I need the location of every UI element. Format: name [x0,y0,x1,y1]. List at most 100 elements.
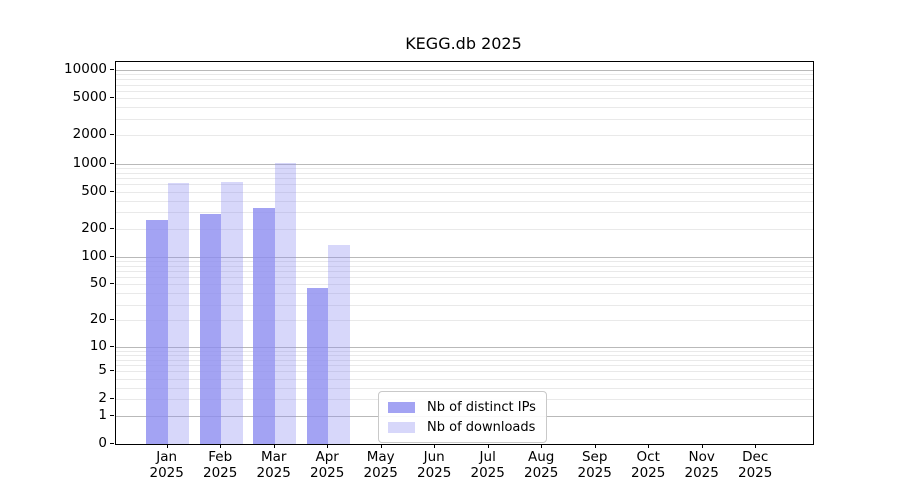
x-tick-label-aug: Aug 2025 [524,449,559,481]
y-tick-mark [110,69,114,70]
x-tick-label-jul: Jul 2025 [470,449,505,481]
y-tick-label: 200 [81,219,107,236]
bar-nb-of-distinct-ips-mar [253,207,275,444]
y-tick-label: 20 [89,311,107,328]
chart-title: KEGG.db 2025 [405,34,522,53]
y-tick-label: 5 [98,362,107,379]
gridline [116,387,813,389]
y-tick-label: 5000 [72,89,107,106]
x-tick-label-dec: Dec 2025 [738,449,773,481]
y-tick-mark [110,283,114,285]
gridline [116,118,813,120]
bar-nb-of-downloads-apr [328,245,350,444]
gridline [116,371,813,373]
x-tick-mark [755,444,757,448]
gridline [116,98,813,100]
gridline [116,350,813,352]
y-tick-mark [110,345,114,347]
gridline [116,212,813,214]
y-tick-label: 0 [98,435,107,451]
plot-area [115,61,814,445]
gridline [116,74,813,76]
gridline [116,293,813,295]
gridline [116,163,813,165]
y-tick-label: 10000 [64,61,107,77]
y-tick-mark [110,255,114,257]
y-tick-mark [110,398,114,400]
y-tick-mark [110,134,114,136]
gridline [116,304,813,306]
x-tick-mark [327,444,329,448]
x-tick-label-feb: Feb 2025 [203,449,238,481]
x-tick-mark [273,444,275,448]
gridline [116,167,813,169]
bar-nb-of-downloads-jan [167,182,190,444]
gridline [116,270,813,272]
distinct-ips-swatch [388,401,415,413]
bar-nb-of-distinct-ips-jan [146,219,168,444]
x-tick-mark [434,444,436,448]
gridline [116,177,813,179]
y-tick-mark [110,319,114,321]
x-tick-label-jun: Jun 2025 [417,449,452,481]
gridline [116,284,813,286]
y-tick-label: 100 [81,247,107,264]
x-tick-label-jan: Jan 2025 [149,449,184,481]
bar-nb-of-distinct-ips-feb [199,214,222,444]
gridline [116,79,813,81]
bar-nb-of-downloads-mar [274,163,297,444]
gridline [116,359,813,361]
y-tick-mark [110,227,114,229]
x-tick-mark [541,444,543,448]
y-tick-mark [110,162,114,164]
x-tick-label-oct: Oct 2025 [631,449,666,481]
x-tick-mark [380,444,382,448]
x-tick-label-apr: Apr 2025 [310,449,345,481]
gridline [116,228,813,230]
gridline [116,277,813,279]
x-tick-mark [487,444,489,448]
y-tick-label: 2 [98,390,107,407]
gridline [116,320,813,322]
legend-row-downloads: Nb of downloads [388,417,536,437]
x-tick-label-mar: Mar 2025 [256,449,291,481]
gridline [116,346,813,348]
gridline [116,107,813,109]
legend: Nb of distinct IPs Nb of downloads [378,391,547,443]
x-tick-mark [166,444,168,448]
x-tick-mark [594,444,596,448]
legend-label-downloads: Nb of downloads [427,419,536,435]
gridline [116,354,813,356]
y-tick-mark [110,370,114,372]
y-tick-label: 2000 [72,126,107,143]
x-tick-mark [648,444,650,448]
gridline [116,265,813,267]
y-tick-mark [110,414,114,416]
x-tick-mark [220,444,222,448]
downloads-swatch [388,421,415,433]
gridline [116,90,813,92]
y-tick-mark [110,97,114,99]
x-tick-label-sep: Sep 2025 [577,449,612,481]
y-tick-label: 1 [98,406,107,423]
x-tick-label-nov: Nov 2025 [684,449,719,481]
gridline [116,172,813,174]
legend-label-distinct-ips: Nb of distinct IPs [427,399,536,415]
y-tick-label: 50 [89,275,107,292]
bar-nb-of-downloads-feb [221,181,243,444]
bar-nb-of-distinct-ips-apr [306,287,329,444]
y-tick-mark [110,190,114,192]
gridline [116,191,813,193]
gridline [116,70,813,71]
gridline [116,184,813,186]
gridline [116,135,813,137]
gridline [116,200,813,202]
gridline [116,260,813,262]
y-tick-label: 1000 [72,154,107,171]
x-tick-label-may: May 2025 [363,449,398,481]
gridline [116,365,813,366]
y-tick-label: 500 [81,182,107,199]
x-tick-mark [701,444,703,448]
y-tick-mark [110,443,114,444]
